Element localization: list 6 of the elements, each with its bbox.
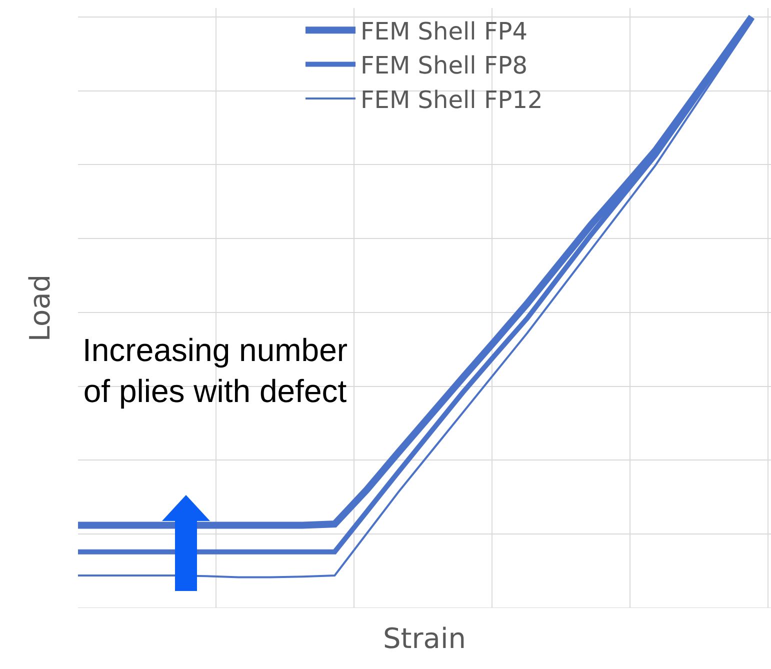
legend-label: FEM Shell FP4 [360, 17, 528, 46]
x-axis-title: Strain [383, 622, 466, 656]
annotation: Increasing number of plies with defect [81, 331, 349, 411]
legend-label: FEM Shell FP8 [360, 52, 528, 80]
y-axis-title: Load [24, 274, 57, 342]
legend-label: FEM Shell FP12 [360, 86, 543, 114]
